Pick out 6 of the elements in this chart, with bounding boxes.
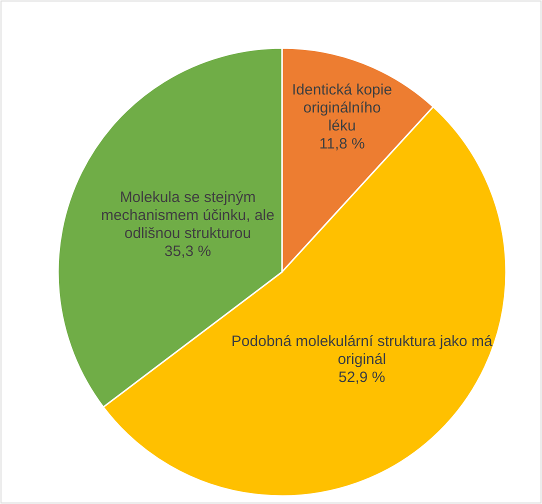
slice-label: Podobná molekulární struktura jako má originál xyxy=(231,332,494,368)
data-label: 52,9 % xyxy=(338,368,386,386)
slice-label: Identická kopie originálního léku xyxy=(292,81,392,134)
data-label: 11,8 % xyxy=(319,135,365,152)
data-label: 35,3 % xyxy=(164,243,212,260)
slice-label: Molekula se stejným mechanismem účinku, ale odlišnou strukturou xyxy=(101,189,274,242)
